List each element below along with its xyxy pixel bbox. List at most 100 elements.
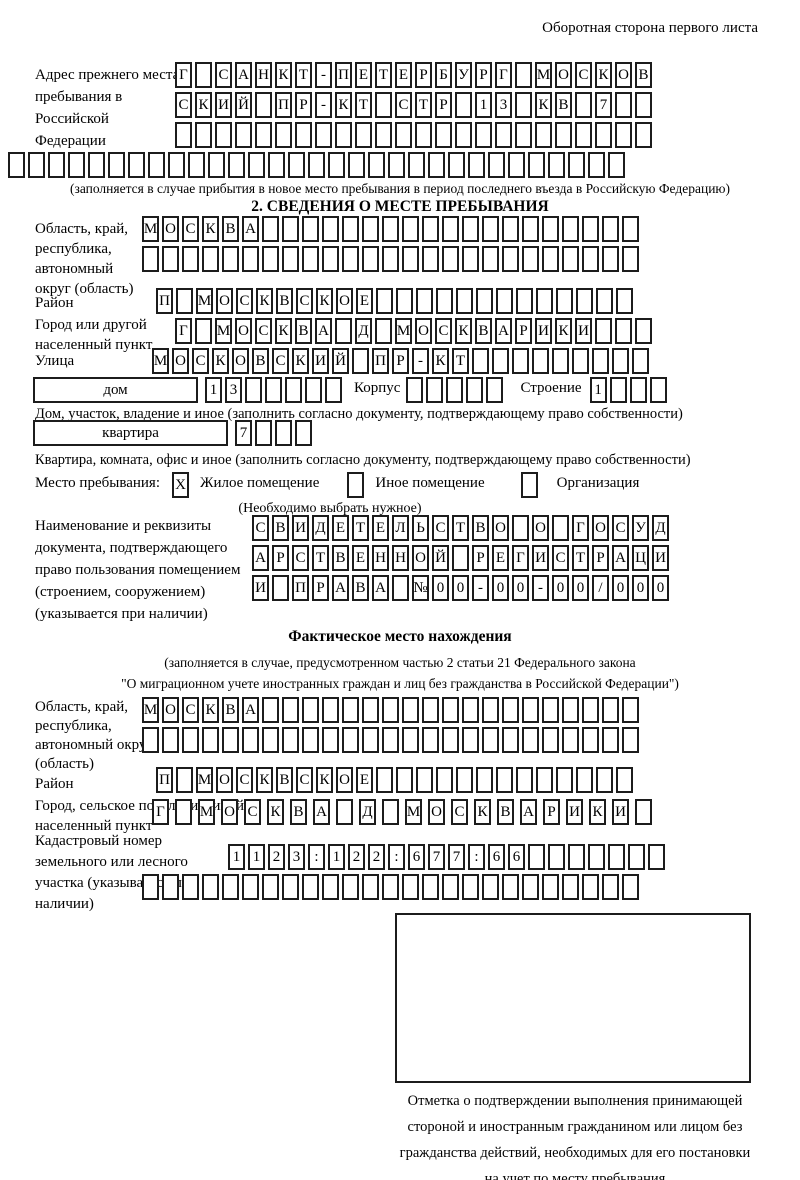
- char-cell: Г: [495, 62, 512, 88]
- char-cell: О: [532, 515, 549, 541]
- char-cell: [362, 697, 379, 723]
- actual-location-note-1: (заполняется в случае, предусмотренном ч…: [164, 655, 636, 670]
- char-cell: Т: [572, 545, 589, 571]
- char-cell: С: [182, 216, 199, 242]
- char-cell: В: [635, 62, 652, 88]
- act-region-label: Область, край, республика, автономный ок…: [35, 699, 153, 772]
- char-cell: [456, 767, 473, 793]
- char-cell: К: [267, 799, 284, 825]
- char-cell: А: [372, 575, 389, 601]
- char-cell: В: [276, 767, 293, 793]
- prev-address-note: (заполняется в случае прибытия в новое м…: [69, 181, 731, 196]
- char-cell: [528, 844, 545, 870]
- char-cell: [556, 767, 573, 793]
- char-cell: [486, 377, 504, 403]
- cadastral-label: Кадастровый номер земельного или лесного…: [35, 833, 198, 912]
- char-cell: О: [216, 288, 233, 314]
- char-cell: [520, 472, 538, 498]
- char-cell: И: [535, 318, 552, 344]
- char-cell: [466, 377, 484, 403]
- char-cell: [426, 377, 444, 403]
- char-cell: [436, 288, 453, 314]
- char-cell: [375, 92, 392, 118]
- char-cell: [602, 874, 619, 900]
- stamp-caption: Отметка о подтверждении выполнения прини…: [399, 1093, 751, 1180]
- char-cell: [402, 874, 419, 900]
- char-cell: М: [405, 799, 422, 825]
- char-cell: :: [468, 844, 485, 870]
- char-cell: [335, 122, 352, 148]
- char-cell: [575, 92, 592, 118]
- char-cell: [462, 727, 479, 753]
- char-cell: А: [242, 697, 259, 723]
- char-cell: [282, 874, 299, 900]
- char-cell: [496, 767, 513, 793]
- char-cell: 3: [288, 844, 305, 870]
- char-cell: А: [313, 799, 330, 825]
- char-cell: [502, 216, 519, 242]
- char-cell: [396, 767, 413, 793]
- char-cell: [622, 727, 639, 753]
- char-cell: [508, 152, 525, 178]
- apartment-cells: 7: [235, 420, 315, 446]
- char-cell: [265, 377, 282, 403]
- char-cell: Р: [272, 545, 289, 571]
- char-cell: 6: [488, 844, 505, 870]
- char-cell: [382, 216, 399, 242]
- korpus-label: Корпус: [354, 380, 401, 396]
- char-cell: Н: [372, 545, 389, 571]
- char-cell: [515, 92, 532, 118]
- act-district-label: Район: [35, 776, 74, 792]
- char-cell: [275, 122, 292, 148]
- char-cell: И: [292, 515, 309, 541]
- char-cell: Т: [452, 515, 469, 541]
- char-cell: О: [162, 216, 179, 242]
- char-cell: А: [242, 216, 259, 242]
- stroenie-cells: 1: [589, 377, 670, 403]
- char-cell: [496, 288, 513, 314]
- page-header-note: Оборотная сторона первого листа: [542, 20, 758, 36]
- char-cell: Т: [375, 62, 392, 88]
- char-cell: :: [308, 844, 325, 870]
- char-cell: [476, 288, 493, 314]
- char-cell: [615, 92, 632, 118]
- char-cell: [262, 697, 279, 723]
- stay-type-row: Место пребывания: X Жилое помещение Иное…: [35, 472, 639, 498]
- char-cell: [502, 874, 519, 900]
- char-cell: [568, 844, 585, 870]
- char-cell: [648, 844, 665, 870]
- char-cell: [482, 727, 499, 753]
- char-cell: П: [275, 92, 292, 118]
- char-cell: 0: [552, 575, 569, 601]
- char-cell: [188, 152, 205, 178]
- char-cell: [376, 288, 393, 314]
- char-cell: М: [395, 318, 412, 344]
- char-cell: [382, 874, 399, 900]
- char-cell: [536, 288, 553, 314]
- char-cell: [515, 62, 532, 88]
- char-cell: К: [212, 348, 229, 374]
- char-cell: В: [252, 348, 269, 374]
- char-cell: [462, 874, 479, 900]
- char-cell: [602, 216, 619, 242]
- char-cell: К: [535, 92, 552, 118]
- char-cell: [588, 844, 605, 870]
- char-cell: Р: [295, 92, 312, 118]
- char-cell: С: [395, 92, 412, 118]
- char-cell: [272, 575, 289, 601]
- char-cell: [542, 727, 559, 753]
- residential-label: Жилое помещение: [200, 475, 320, 491]
- char-cell: [416, 288, 433, 314]
- char-cell: С: [296, 767, 313, 793]
- char-cell: [295, 420, 312, 446]
- char-cell: М: [142, 216, 159, 242]
- char-cell: [596, 767, 613, 793]
- char-cell: [462, 216, 479, 242]
- char-cell: [628, 844, 645, 870]
- char-cell: [282, 727, 299, 753]
- char-cell: [576, 288, 593, 314]
- char-cell: [488, 152, 505, 178]
- char-cell: [382, 246, 399, 272]
